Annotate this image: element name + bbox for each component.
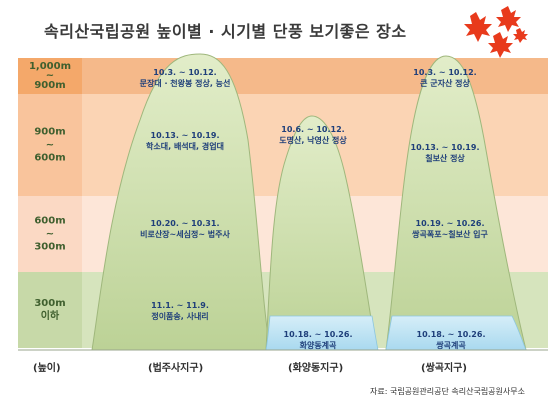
label-beopjusa-2: 10.13. ~ 10.19. 학소대, 배석대, 경업대	[110, 130, 260, 152]
axis-mid-text: ~	[45, 139, 55, 151]
label-place: 도명산, 낙영산 정상	[279, 136, 347, 145]
axis-label-600-300: 600m ~ 300m	[18, 196, 82, 272]
page-title: 속리산국립공원 높이별 · 시기별 단풍 보기좋은 장소	[44, 22, 407, 41]
mountain-name-ssanggok: (쌍곡지구)	[421, 363, 467, 374]
label-place: 쌍곡계곡	[436, 341, 466, 350]
label-place: 칠보산 정상	[425, 154, 465, 163]
label-place: 정이품송, 사내리	[151, 312, 209, 321]
label-ssanggok-3: 10.19. ~ 10.26. 쌍곡폭포~칠보산 입구	[385, 218, 515, 240]
label-date: 10.20. ~ 10.31.	[150, 219, 220, 228]
mountain-name-beopjusa: (법주사지구)	[148, 363, 204, 374]
label-beopjusa-3: 10.20. ~ 10.31. 비로산장~세심정~ 법주사	[105, 218, 265, 240]
label-date: 11.1. ~ 11.9.	[151, 301, 209, 310]
axis-bottom-text: 600m	[34, 152, 66, 164]
axis-top-text: 300m	[34, 298, 66, 309]
axis-column-2	[18, 94, 82, 196]
axis-label-900-600: 900m ~ 600m	[18, 94, 82, 196]
label-beopjusa-1: 10.3. ~ 10.12. 문장대 · 천왕봉 정상, 능선	[110, 67, 260, 89]
label-date: 10.18. ~ 10.26.	[416, 330, 486, 339]
label-date: 10.18. ~ 10.26.	[283, 330, 353, 339]
label-place: 학소대, 배석대, 경업대	[146, 142, 224, 151]
label-place: 비로산장~세심정~ 법주사	[140, 230, 230, 239]
mountain-name-hwayangdong: (화양동지구)	[288, 363, 344, 374]
axis-label-300-below: 300m 이하	[18, 272, 82, 348]
axis-bottom-label: (높이)	[33, 363, 61, 374]
label-ssanggok-4: 10.18. ~ 10.26. 쌍곡계곡	[396, 329, 506, 351]
maple-leaf-icon	[464, 6, 528, 58]
mountain-hwayangdong	[265, 115, 377, 351]
label-date: 10.3. ~ 10.12.	[153, 68, 217, 77]
label-place: 큰 군자산 정상	[420, 79, 470, 88]
label-place: 쌍곡폭포~칠보산 입구	[412, 230, 488, 239]
axis-top-text: 600m	[34, 215, 66, 227]
label-ssanggok-2: 10.13. ~ 10.19. 칠보산 정상	[390, 142, 500, 164]
axis-top-text: 1,000m	[28, 61, 72, 72]
axis-label-1000-900: 1,000m ~ 900m	[18, 58, 82, 94]
axis-column-3	[18, 196, 82, 272]
label-place: 문장대 · 천왕봉 정상, 능선	[139, 79, 231, 88]
label-place: 화양동계곡	[299, 341, 337, 350]
label-date: 10.13. ~ 10.19.	[150, 131, 220, 140]
label-date: 10.6. ~ 10.12.	[281, 125, 345, 134]
axis-column-4	[18, 272, 82, 348]
label-ssanggok-1: 10.3. ~ 10.12. 큰 군자산 정상	[390, 67, 500, 89]
label-hwayangdong-2: 10.18. ~ 10.26. 화양동계곡	[268, 329, 368, 351]
axis-bottom-text: 300m	[34, 241, 66, 253]
mountain-ssanggok	[385, 55, 527, 351]
axis-mid-text: ~	[45, 228, 55, 240]
label-hwayangdong-1: 10.6. ~ 10.12. 도명산, 낙영산 정상	[258, 124, 368, 146]
axis-bottom-text: 900m	[34, 80, 66, 91]
label-date: 10.19. ~ 10.26.	[415, 219, 485, 228]
mountain-beopjusa	[91, 53, 271, 351]
axis-mid-text: ~	[45, 70, 55, 81]
axis-column-top	[18, 58, 82, 94]
label-date: 10.13. ~ 10.19.	[410, 143, 480, 152]
label-date: 10.3. ~ 10.12.	[413, 68, 477, 77]
axis-top-text: 900m	[34, 126, 66, 138]
source-credit: 자료: 국립공원관리공단 속리산국립공원사무소	[370, 387, 525, 396]
axis-bottom-text: 이하	[40, 311, 60, 322]
baseline	[18, 349, 548, 351]
label-beopjusa-4: 11.1. ~ 11.9. 정이품송, 사내리	[105, 300, 255, 322]
